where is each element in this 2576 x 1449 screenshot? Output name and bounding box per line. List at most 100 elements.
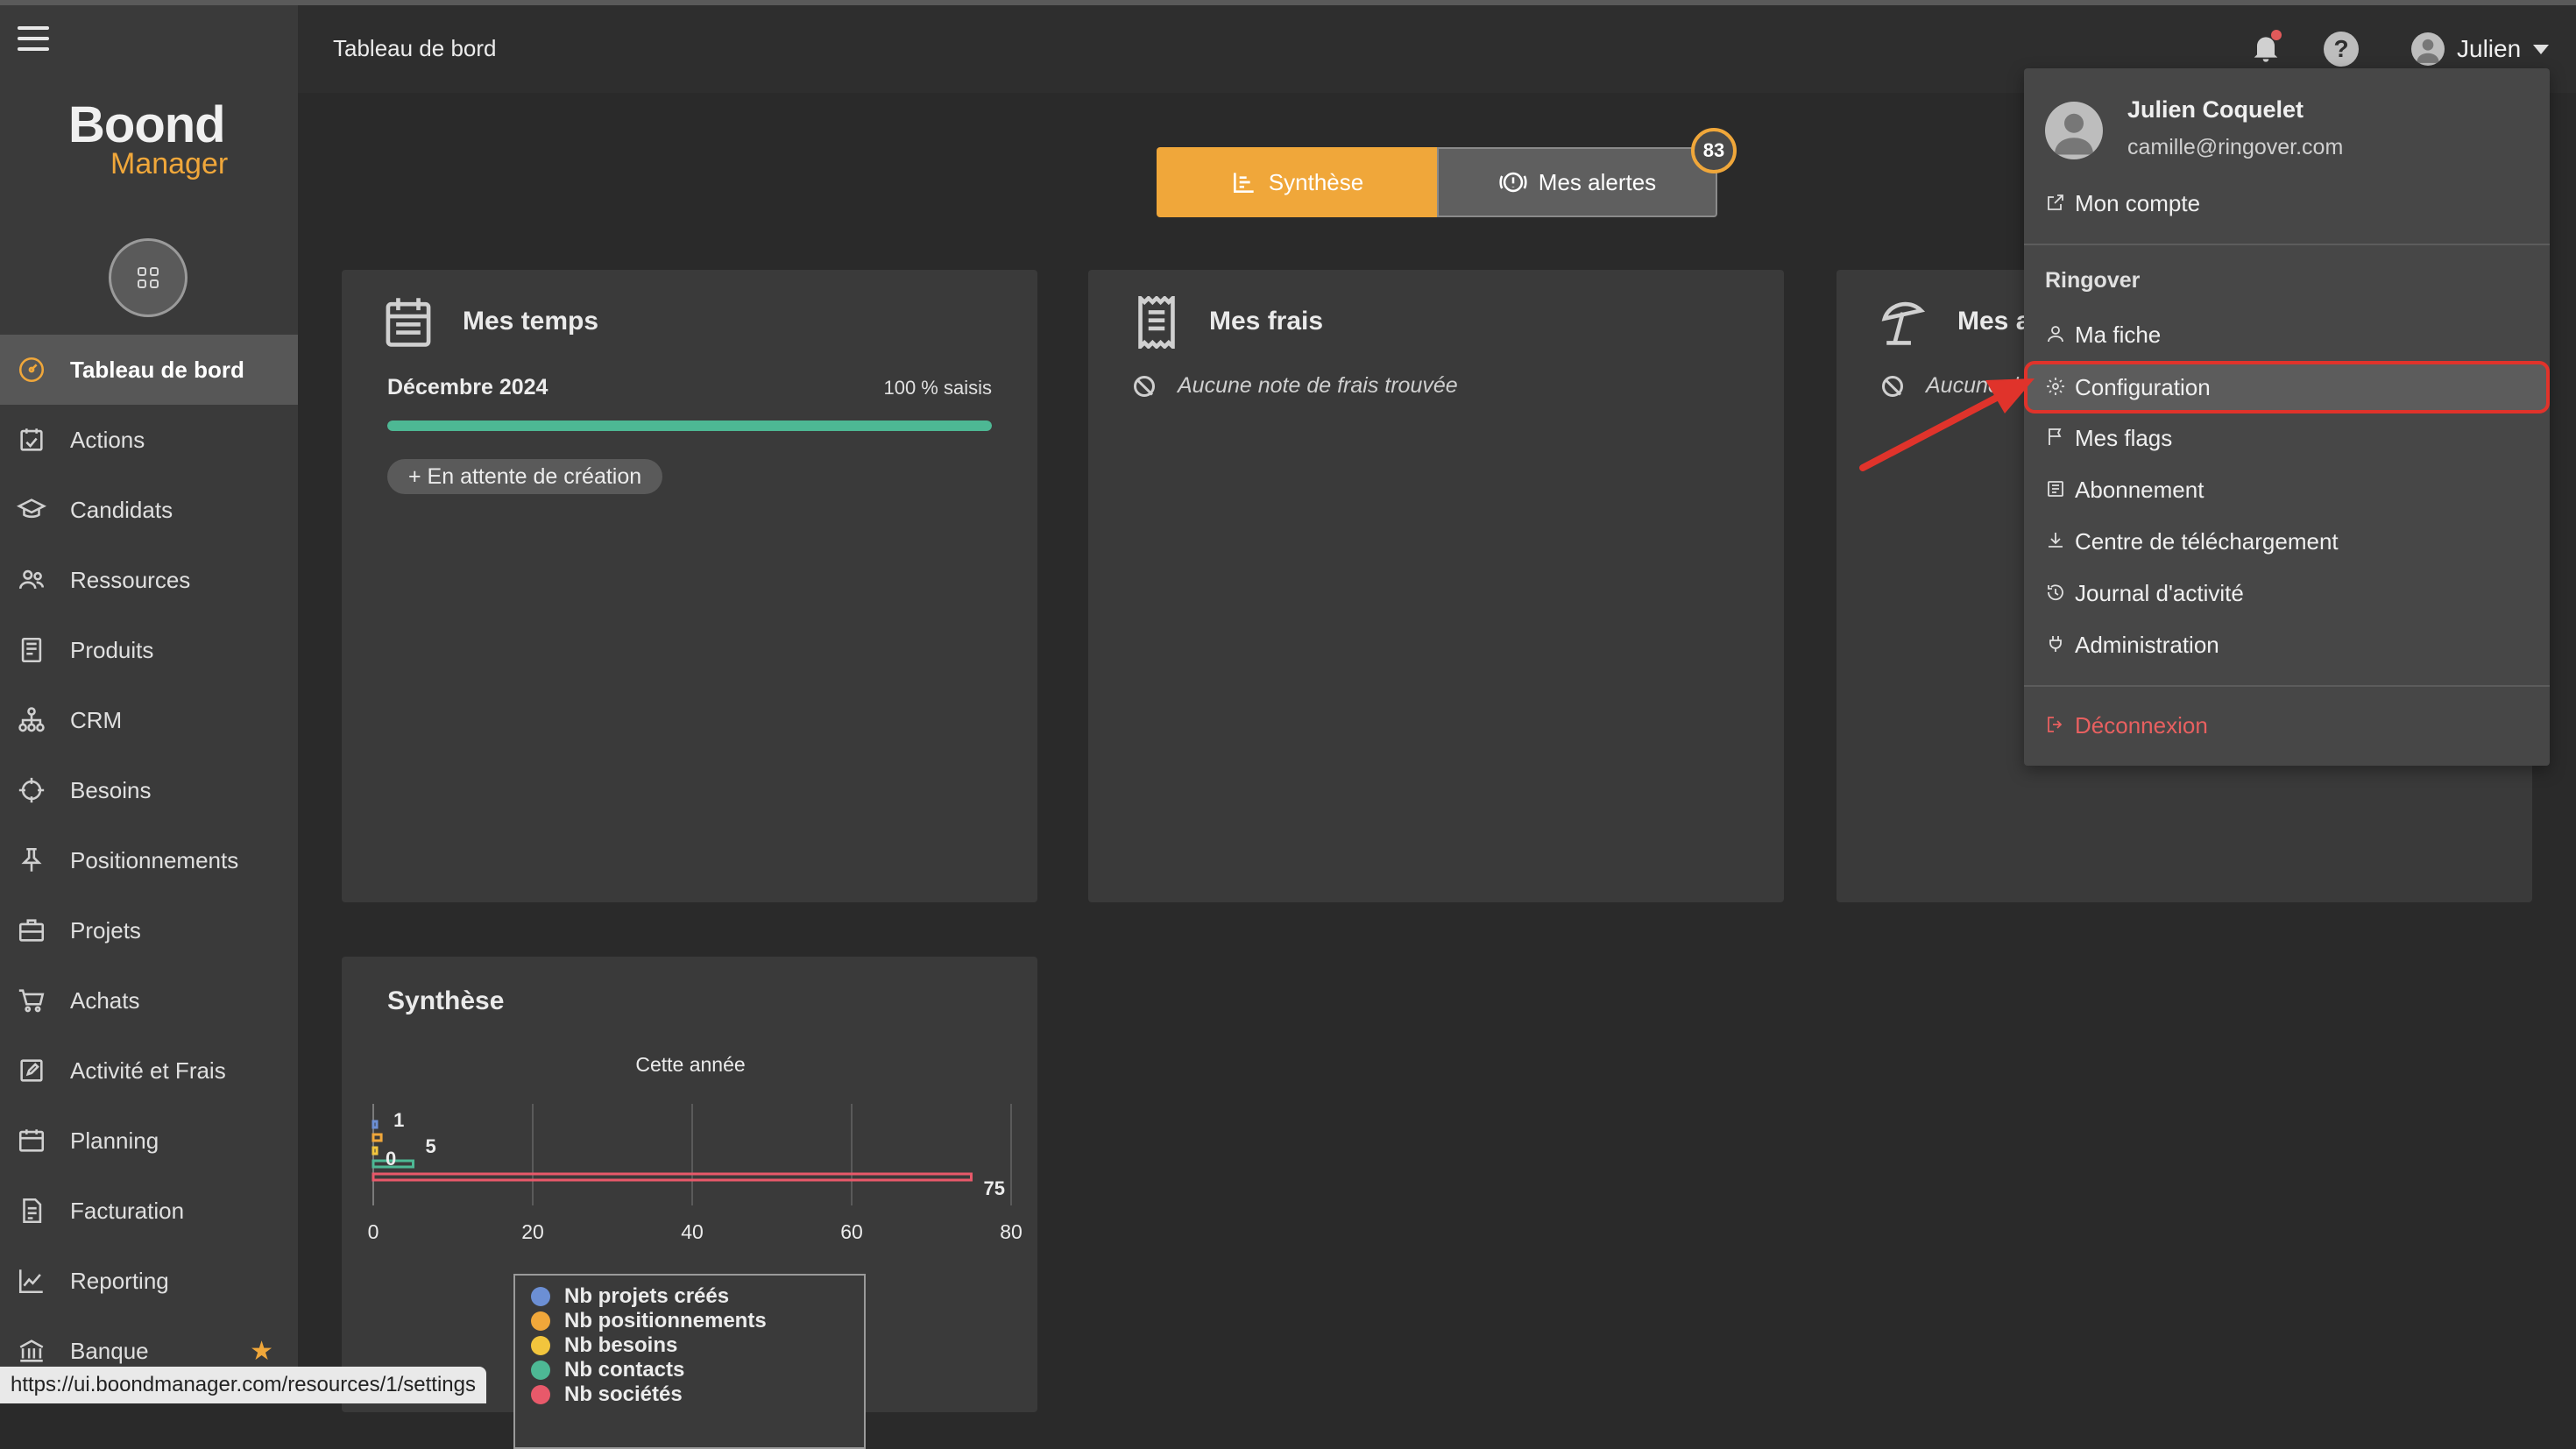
user-dropdown-menu: Julien Coquelet camille@ringover.com Mon… (2024, 68, 2550, 766)
sidebar-item-ressources[interactable]: Ressources (0, 545, 298, 615)
ban-icon (1882, 375, 1903, 397)
subscription-icon (2045, 478, 2068, 501)
menu-item-journal-activite[interactable]: Journal d'activité (2045, 574, 2244, 612)
menu-item-mes-flags[interactable]: Mes flags (2045, 419, 2172, 457)
sidebar-item-label: Actions (70, 426, 145, 453)
menu-toggle-icon[interactable] (18, 26, 49, 53)
sidebar-item-projets[interactable]: Projets (0, 895, 298, 965)
menu-item-centre-de-telechargement[interactable]: Centre de téléchargement (2045, 522, 2339, 561)
configuration-highlight-box (2024, 361, 2550, 413)
menu-item-configuration[interactable]: Configuration (2045, 368, 2211, 406)
sidebar-item-planning[interactable]: Planning (0, 1106, 298, 1176)
legend-item[interactable]: Nb contacts (531, 1358, 848, 1382)
synthese-bar-chart: 0 20 40 60 80 15 0 75 (368, 1104, 1023, 1243)
menu-item-administration[interactable]: Administration (2045, 626, 2219, 664)
graduation-cap-icon (16, 494, 47, 526)
user-email: camille@ringover.com (2127, 135, 2344, 159)
sidebar-item-label: Ressources (70, 566, 191, 593)
notification-bell-icon[interactable] (2248, 30, 2283, 65)
sidebar-item-label: Achats (70, 986, 140, 1014)
card-mes-frais: Mes frais Aucune note de frais trouvée (1088, 270, 1784, 902)
logo-subtext: Manager (110, 147, 229, 180)
sparkle-icon[interactable]: ★ (250, 1336, 273, 1366)
card-title: Mes temps (463, 307, 599, 336)
sidebar-item-label: Projets (70, 916, 141, 944)
sidebar-item-label: Banque (70, 1337, 149, 1364)
legend-label: Nb contacts (564, 1358, 685, 1382)
sidebar-item-crm[interactable]: CRM (0, 685, 298, 755)
pin-icon (16, 845, 47, 876)
tab-synthese[interactable]: Synthèse (1157, 147, 1437, 217)
legend-item[interactable]: Nb sociétés (531, 1382, 848, 1407)
sidebar-item-label: Besoins (70, 776, 152, 803)
user-menu-button[interactable]: Julien (2411, 28, 2550, 70)
status-bar-url: https://ui.boondmanager.com/resources/1/… (0, 1367, 486, 1403)
sidebar-item-tableau-de-bord[interactable]: Tableau de bord (0, 335, 298, 405)
progress-bar (387, 421, 992, 431)
sidebar-nav: Tableau de bord Actions Candidats Ressou… (0, 335, 298, 1386)
apps-grid-button[interactable] (109, 238, 188, 317)
card-title: Mes frais (1209, 307, 1324, 336)
gear-icon (2045, 376, 2068, 399)
sidebar-item-actions[interactable]: Actions (0, 405, 298, 475)
legend-item[interactable]: Nb projets créés (531, 1284, 848, 1309)
x-tick-label: 80 (1000, 1220, 1023, 1243)
history-icon (2045, 582, 2068, 604)
pending-creation-button[interactable]: + En attente de création (387, 459, 663, 494)
help-icon[interactable]: ? (2324, 32, 2359, 67)
data-label: 5 (426, 1135, 436, 1157)
calendar-icon (384, 296, 433, 349)
card-synthese: Synthèse Cette année 0 20 40 60 80 1 5 0 75 Nb p… (342, 957, 1037, 1449)
menu-section-title: Ringover (2045, 268, 2141, 293)
apps-grid-icon (138, 267, 159, 288)
briefcase-icon (16, 915, 47, 946)
menu-item-label: Mes flags (2075, 424, 2173, 451)
tab-mes-alertes[interactable]: Mes alertes 83 (1437, 128, 1737, 217)
data-label: 0 (386, 1148, 396, 1170)
book-icon (16, 634, 47, 666)
sidebar-item-label: Facturation (70, 1197, 185, 1224)
menu-item-label: Mon compte (2075, 189, 2201, 216)
menu-item-label: Abonnement (2075, 476, 2204, 503)
sidebar-item-positionnements[interactable]: Positionnements (0, 825, 298, 895)
avatar-icon (2045, 102, 2103, 159)
logout-icon (2045, 714, 2068, 737)
list-icon (1230, 168, 1258, 196)
card-mes-temps: Mes temps Décembre 2024 100 % saisis + E… (342, 270, 1037, 902)
sidebar-item-candidats[interactable]: Candidats (0, 475, 298, 545)
sidebar-item-reporting[interactable]: Reporting (0, 1246, 298, 1316)
sidebar-item-label: CRM (70, 706, 123, 733)
legend-swatch (531, 1385, 550, 1404)
sidebar-item-activite-et-frais[interactable]: Activité et Frais (0, 1036, 298, 1106)
tab-label: Synthèse (1268, 168, 1364, 195)
sidebar: Boond Manager Tableau de bord Actions Ca… (0, 5, 298, 1403)
legend-item[interactable]: Nb besoins (531, 1333, 848, 1358)
x-tick-label: 60 (840, 1220, 863, 1243)
menu-item-ma-fiche[interactable]: Ma fiche (2045, 315, 2161, 354)
empty-state: Aucune note de frais trouvée (1134, 373, 1458, 399)
actions-icon (16, 424, 47, 456)
sidebar-item-besoins[interactable]: Besoins (0, 755, 298, 825)
chart-line-icon (16, 1265, 47, 1297)
sidebar-item-banque[interactable]: Banque ★ (0, 1316, 298, 1386)
menu-item-label: Journal d'activité (2075, 579, 2244, 606)
plug-icon (2045, 633, 2068, 656)
user-icon (2045, 323, 2068, 346)
data-label: 75 (984, 1177, 1005, 1199)
legend-swatch (531, 1287, 550, 1306)
legend-label: Nb besoins (564, 1333, 678, 1357)
bar (372, 1159, 414, 1169)
menu-item-deconnexion[interactable]: Déconnexion (2045, 706, 2208, 745)
legend-swatch (531, 1361, 550, 1380)
logo-text: Boond (68, 96, 226, 153)
sidebar-item-achats[interactable]: Achats (0, 965, 298, 1036)
sidebar-item-produits[interactable]: Produits (0, 615, 298, 685)
boond-manager-logo[interactable]: Boond Manager (68, 100, 235, 187)
sidebar-item-label: Produits (70, 636, 154, 663)
menu-item-mon-compte[interactable]: Mon compte (2045, 184, 2200, 223)
menu-item-abonnement[interactable]: Abonnement (2045, 470, 2204, 509)
menu-divider (2024, 685, 2550, 687)
legend-item[interactable]: Nb positionnements (531, 1309, 848, 1333)
page-title: Tableau de bord (333, 35, 497, 61)
sidebar-item-facturation[interactable]: Facturation (0, 1176, 298, 1246)
